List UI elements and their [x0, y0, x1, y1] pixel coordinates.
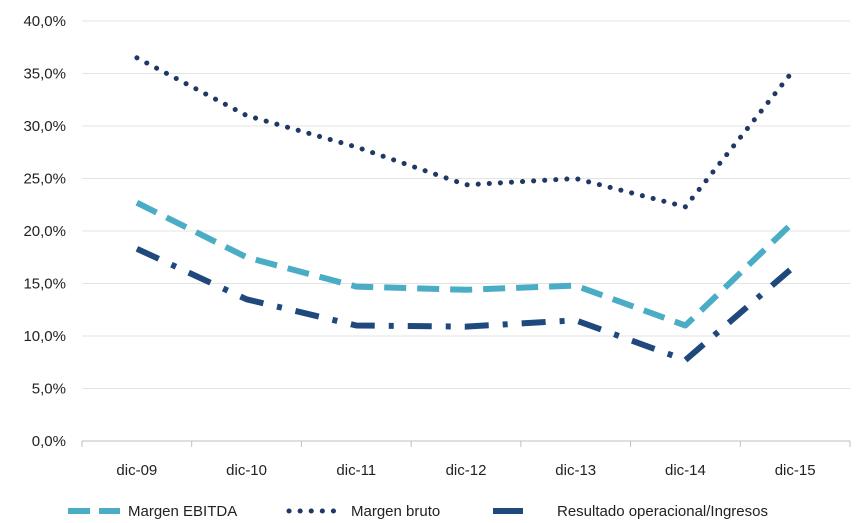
data-point — [792, 65, 798, 71]
legend-label: Resultado operacional/Ingresos — [557, 503, 768, 520]
data-point — [792, 218, 798, 224]
data-point — [244, 113, 250, 119]
series-Margen EBITDA — [134, 200, 798, 329]
series-line — [135, 200, 798, 329]
data-point — [244, 254, 250, 260]
series-line — [135, 246, 798, 364]
y-tick-label: 30,0% — [23, 118, 66, 135]
data-point — [353, 144, 359, 150]
series-Resultado operacional/Ingresos — [134, 246, 798, 364]
data-point — [682, 323, 688, 329]
data-point — [353, 323, 359, 329]
data-point — [463, 324, 469, 330]
y-tick-label: 35,0% — [23, 66, 66, 83]
y-tick-label: 25,0% — [23, 171, 66, 188]
data-point — [573, 176, 579, 182]
data-point — [134, 246, 140, 252]
data-point — [463, 287, 469, 293]
legend: Margen EBITDA Margen bruto Resultado opera… — [68, 503, 768, 520]
series-Margen bruto — [134, 55, 798, 210]
series-lines — [134, 55, 798, 364]
data-point — [682, 204, 688, 210]
axes: 0,0% 5,0% 10,0% 15,0% 20,0% 25,0% 30,0% 35,0% 40… — [23, 13, 851, 479]
legend-label: Margen bruto — [351, 503, 440, 520]
x-tick-label: dic-14 — [665, 462, 706, 479]
data-point — [134, 200, 140, 206]
y-tick-label: 5,0% — [32, 381, 66, 398]
y-tick-label: 20,0% — [23, 223, 66, 240]
data-point — [792, 263, 798, 269]
legend-item: Margen EBITDA — [68, 503, 237, 520]
x-tick-label: dic-11 — [336, 462, 376, 479]
data-point — [682, 357, 688, 363]
data-point — [134, 55, 140, 61]
y-tick-label: 0,0% — [32, 433, 66, 450]
x-tick-label: dic-12 — [446, 462, 487, 479]
legend-item: Resultado operacional/Ingresos — [493, 503, 768, 520]
x-tick-label: dic-10 — [226, 462, 267, 479]
data-point — [244, 296, 250, 302]
data-point — [353, 284, 359, 290]
x-tick-label: dic-09 — [116, 462, 157, 479]
legend-label: Margen EBITDA — [128, 503, 237, 520]
data-point — [573, 283, 579, 289]
gridlines — [82, 20, 850, 389]
x-tick-label: dic-15 — [775, 462, 816, 479]
data-point — [573, 317, 579, 323]
x-tick-label: dic-13 — [555, 462, 596, 479]
series-line — [134, 55, 798, 210]
y-tick-label: 40,0% — [23, 13, 66, 30]
legend-item: Margen bruto — [286, 503, 440, 520]
y-tick-label: 10,0% — [23, 328, 66, 345]
y-tick-label: 15,0% — [23, 276, 66, 293]
data-point — [463, 182, 469, 188]
